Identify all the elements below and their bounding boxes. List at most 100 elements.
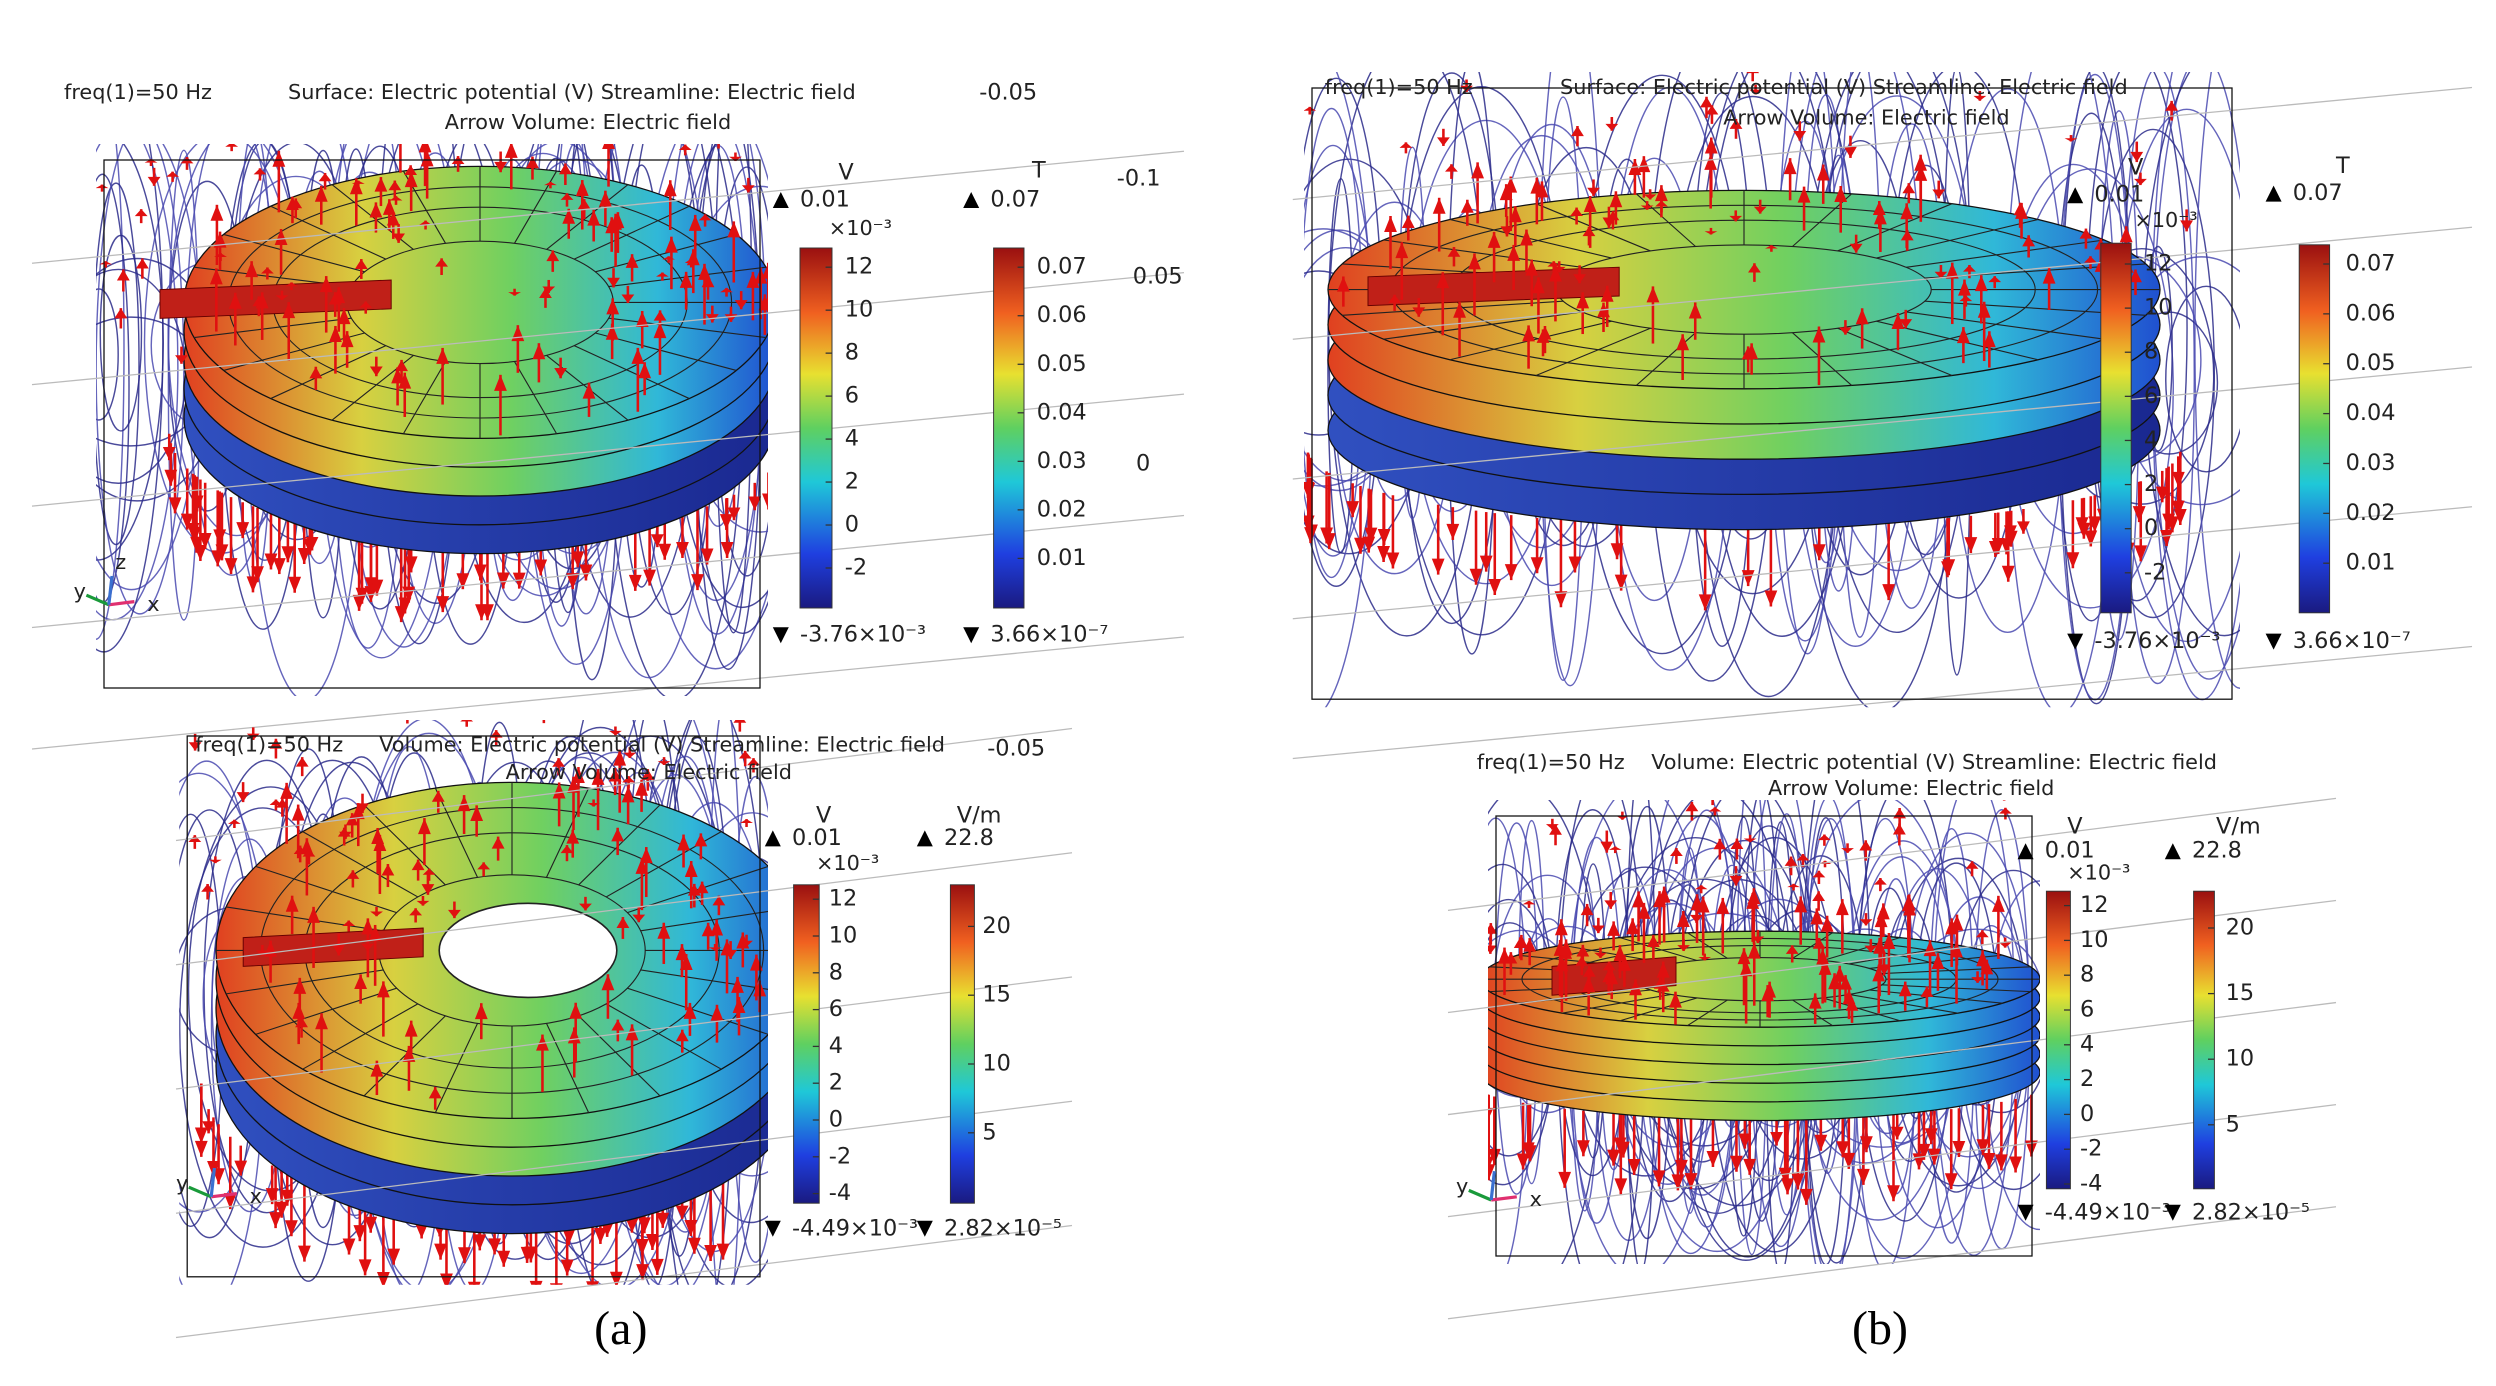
arrow-head bbox=[434, 1243, 447, 1260]
arrow-head bbox=[236, 522, 250, 539]
arrow-head bbox=[1346, 501, 1360, 518]
arrow-head bbox=[1741, 346, 1755, 360]
arrow-head bbox=[594, 1227, 607, 1244]
arrow-head bbox=[1958, 279, 1971, 296]
arrow-head bbox=[1523, 938, 1537, 952]
arrow-head bbox=[275, 295, 289, 301]
arrow-head bbox=[354, 259, 368, 270]
arrow-head bbox=[1700, 96, 1713, 108]
caption: (a) bbox=[594, 1302, 647, 1355]
arrow-head bbox=[1554, 919, 1568, 936]
arrow-head bbox=[1959, 295, 1973, 302]
arrow-head bbox=[1386, 552, 1400, 569]
arrow-head bbox=[494, 161, 508, 173]
colorbar-min: 3.66×10⁻⁷ bbox=[990, 622, 1108, 648]
arrow-head bbox=[1488, 1164, 1489, 1167]
arrow-head bbox=[1855, 308, 1869, 325]
arrow-head bbox=[1474, 1137, 1487, 1153]
arrow-head bbox=[587, 209, 601, 226]
grid-line bbox=[1292, 226, 2473, 340]
arrow-head bbox=[539, 288, 552, 298]
arrow-head bbox=[293, 977, 307, 994]
arrow-head bbox=[1994, 1154, 2008, 1171]
colorbar bbox=[799, 247, 833, 609]
arrow-head bbox=[1583, 196, 1597, 213]
arrow-head bbox=[1980, 959, 1994, 975]
colorbar-unit: T bbox=[2335, 153, 2350, 179]
grid-line bbox=[1447, 899, 2337, 1014]
coil-segment bbox=[1876, 218, 2039, 259]
grid-line bbox=[31, 272, 1185, 386]
arrow-head bbox=[1322, 533, 1336, 550]
max-marker bbox=[916, 830, 933, 847]
arrow-head bbox=[2064, 138, 2078, 142]
axis-label: -0.05 bbox=[979, 79, 1037, 105]
arrow-head bbox=[477, 862, 491, 870]
coil-segment bbox=[1535, 327, 1651, 377]
triad-axis bbox=[107, 575, 114, 605]
arrow-head bbox=[1941, 561, 1954, 578]
arrow-head bbox=[474, 1003, 488, 1020]
arrow-head bbox=[747, 758, 760, 766]
arrow-head bbox=[1812, 326, 1826, 343]
colorbar-tick-label: 12 bbox=[845, 254, 874, 280]
arrow-head bbox=[340, 331, 354, 348]
arrow-head bbox=[1487, 231, 1501, 248]
arrow-head bbox=[374, 177, 388, 192]
colorbar-tick-label: 2 bbox=[2080, 1066, 2094, 1092]
arrow-head bbox=[657, 761, 671, 765]
arrow-head bbox=[1504, 564, 1518, 581]
colorbar-tick-label: 0.07 bbox=[2346, 251, 2396, 277]
arrow-head bbox=[285, 282, 298, 287]
arrow-head bbox=[376, 981, 390, 998]
arrow-head bbox=[1704, 137, 1718, 154]
arrow-head bbox=[1841, 848, 1854, 853]
arrow-head bbox=[1892, 823, 1906, 835]
arrow-head bbox=[537, 701, 550, 712]
arrow-head bbox=[1738, 1133, 1752, 1149]
arrow-head bbox=[1594, 952, 1607, 958]
arrow-head bbox=[1842, 1152, 1856, 1169]
colorbar-min: 2.82×10⁻⁵ bbox=[944, 1215, 1062, 1241]
arrow-head bbox=[635, 779, 648, 796]
colorbar-tick-label: 15 bbox=[982, 982, 1011, 1008]
arrow-head bbox=[494, 374, 507, 391]
triad-axis bbox=[1468, 1188, 1492, 1202]
colorbar-unit: V/m bbox=[957, 803, 1002, 829]
min-marker bbox=[2067, 633, 2084, 650]
arrow-head bbox=[1568, 556, 1582, 573]
arrow-head bbox=[297, 547, 311, 564]
arrow-head bbox=[1545, 824, 1559, 830]
arrow-head bbox=[622, 776, 636, 783]
arrow-head bbox=[1818, 958, 1832, 975]
arrow-head bbox=[368, 924, 382, 941]
colorbar-tick-label: 0.03 bbox=[1037, 448, 1087, 474]
colorbar-max: 22.8 bbox=[2192, 838, 2242, 864]
arrow-head bbox=[1845, 998, 1859, 1011]
min-marker bbox=[764, 1220, 781, 1237]
coil-lead bbox=[159, 279, 392, 319]
arrow-head bbox=[359, 301, 373, 308]
coil-segment bbox=[1449, 218, 1612, 259]
arrow-head bbox=[419, 220, 432, 226]
arrow-head bbox=[1914, 154, 1928, 171]
arrow-head bbox=[1799, 1188, 1813, 1205]
arrow-head bbox=[260, 267, 274, 274]
arrow-head bbox=[646, 1233, 659, 1250]
arrow-head bbox=[1522, 325, 1535, 342]
arrow-head bbox=[768, 494, 781, 510]
coil-segment bbox=[578, 804, 661, 886]
arrow-head bbox=[351, 180, 365, 184]
arrow-head bbox=[636, 1264, 649, 1281]
arrow-head bbox=[255, 950, 269, 956]
axis-label: -0.1 bbox=[1117, 166, 1161, 192]
colorbar-tick-label: 2 bbox=[829, 1070, 843, 1096]
arrow-head bbox=[1304, 106, 1317, 111]
arrow-head bbox=[361, 918, 375, 935]
colorbar-tick-label: -2 bbox=[2080, 1136, 2102, 1162]
triad-axis bbox=[1491, 1195, 1517, 1202]
arrow-head bbox=[778, 1190, 791, 1206]
arrow-head bbox=[772, 511, 785, 527]
arrow-head bbox=[345, 813, 359, 826]
